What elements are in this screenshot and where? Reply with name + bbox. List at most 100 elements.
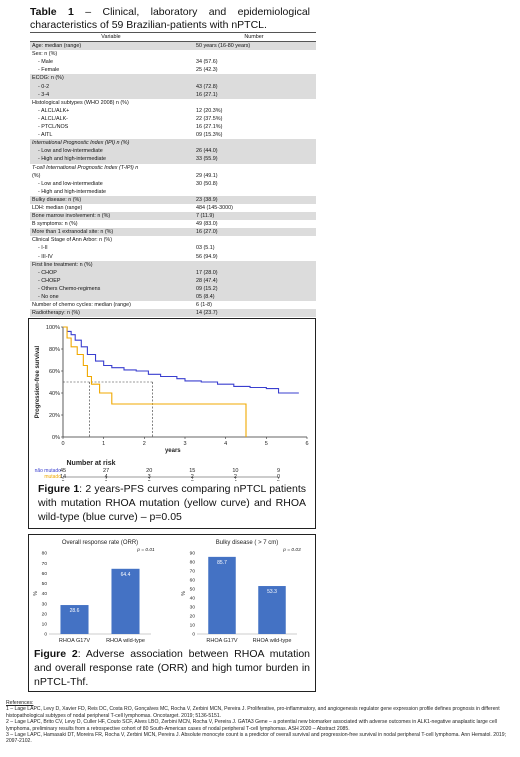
bar-chart-title: Bulky disease ( > 7 cm): [216, 540, 279, 546]
table-caption-label: Table 1: [30, 6, 74, 18]
references: References: 1 – Lage LAPC, Levy D, Xavie…: [6, 700, 514, 745]
figure1-caption: Figure 1: 2 years-PFS curves comparing n…: [38, 482, 306, 524]
variable-cell: ECOG: n (%): [30, 74, 192, 83]
variable-cell: T-cell International Prognostic Index (T…: [32, 164, 139, 171]
y-tick-label: 30: [190, 605, 196, 611]
x-tick-label: 1: [102, 441, 105, 447]
variable-cell: - 3-4: [30, 90, 192, 99]
at-risk-xlabel: years: [166, 480, 180, 481]
number-cell: 16 (27.1): [192, 90, 316, 99]
bar: [111, 568, 140, 634]
number-cell: 56 (94.9): [196, 253, 218, 260]
at-risk-tick-label: 5: [277, 480, 280, 481]
variable-cell: International Prognostic Index (IPI) n (…: [30, 139, 192, 148]
number-cell: 05 (8.4): [192, 293, 316, 302]
figure2-caption-text: : Adverse association between RHOA mutat…: [34, 648, 311, 688]
bar: [208, 556, 236, 634]
table-row: - No one 05 (8.4): [30, 293, 316, 302]
at-risk-value: 45: [60, 468, 66, 474]
km-survival-chart: 0%20%40%60%80%100%0 1 2 3 4 5 6yearsProgressio…: [35, 325, 309, 481]
table-row: - Male 34 (57.6): [30, 58, 316, 66]
bar-chart-bulky: Bulky disease ( > 7 cm)p = 0.03 0 10 20 30 40…: [181, 540, 301, 644]
bar-chart-title: Overall response rate (ORR): [62, 540, 138, 546]
references-heading: References:: [6, 700, 34, 706]
number-cell: 26 (44.0): [192, 147, 316, 156]
variable-cell: - Others Chemo-regimens: [30, 284, 192, 293]
number-cell: 49 (83.0): [196, 221, 218, 228]
bar-value-label: 28.6: [70, 608, 80, 614]
number-cell: 09 (15.3%): [196, 132, 223, 139]
number-cell: [192, 74, 316, 83]
table-row: LDH: median (range) 484 (145-3000): [30, 204, 316, 212]
variable-cell: - ALCL/ALK+: [38, 107, 70, 114]
y-tick-label: 0%: [52, 435, 60, 441]
x-tick-label: 0: [61, 441, 64, 447]
y-tick-label: 10: [42, 622, 48, 628]
table-row: Age: median (range) 50 years (16-80 years…: [30, 41, 316, 51]
table-row: - CHOP 17 (28.0): [30, 268, 316, 277]
x-category-label: RHOA G17V: [206, 638, 238, 644]
at-risk-value: 15: [189, 468, 195, 474]
variable-cell: - Low and low-intermediate: [30, 147, 192, 156]
table-row: Radiotherapy: n (%) 14 (23.7): [30, 309, 316, 318]
table-row: B symptoms: n (%) 49 (83.0): [30, 220, 316, 228]
y-tick-label: 70: [42, 561, 48, 567]
variable-cell: - I-II: [38, 245, 48, 252]
number-cell: 14 (23.7): [192, 309, 316, 318]
at-risk-row-label: não mutado: [35, 468, 62, 474]
number-cell: [192, 50, 316, 58]
y-axis-label: Progression-free survival: [35, 345, 41, 418]
figure1-caption-label: Figure 1: [38, 483, 80, 495]
at-risk-tick-label: 3: [191, 480, 194, 481]
bar: [60, 605, 89, 634]
y-tick-label: 60: [190, 578, 196, 584]
reference-1: 1 – Lage LAPC, Levy D, Xavier FD, Reis D…: [6, 706, 500, 719]
variable-cell: - PTCL/NOS: [38, 124, 69, 131]
table-row: - 3-4 16 (27.1): [30, 90, 316, 99]
reference-2: 2 – Lage LAPC, Brito CV, Levy D, Culler …: [6, 719, 497, 732]
variable-cell: - High and high-intermediate: [38, 188, 107, 195]
table-row: - 0-2 43 (72.8): [30, 82, 316, 91]
y-tick-label: 50: [42, 581, 48, 587]
table-row: T-cell International Prognostic Index (T…: [30, 164, 316, 172]
x-tick-label: 2: [143, 441, 146, 447]
table-row: - ALCL/ALK+ 12 (20.3%): [30, 107, 316, 115]
variable-cell: - 0-2: [30, 82, 192, 91]
variable-cell: LDH: median (range): [32, 204, 83, 211]
number-cell: [192, 188, 316, 196]
bar-charts: Overall response rate (ORR)p = 0.01 0 10 20…: [33, 540, 301, 644]
variable-cell: Bulky disease: n (%): [30, 195, 192, 204]
number-cell: 17 (28.0): [192, 268, 316, 277]
variable-cell: Age: median (range): [30, 41, 192, 51]
table-row: - III-IV 56 (94.9): [30, 253, 316, 261]
column-header-variable: Variable: [30, 31, 192, 43]
at-risk-value: 20: [146, 468, 152, 474]
figure2-caption: Figure 2: Adverse association between RH…: [34, 647, 310, 689]
at-risk-value: 9: [277, 468, 280, 474]
number-cell: 50 years (16-80 years): [192, 41, 316, 51]
y-tick-label: 80: [190, 560, 196, 566]
y-tick-label: 20%: [49, 413, 60, 419]
number-cell: 484 (145-3000): [196, 204, 233, 211]
number-cell: [192, 236, 316, 244]
table-row: Histological subtypes (WHO 2008) n (%): [30, 99, 316, 107]
y-tick-label: 10: [190, 623, 196, 629]
number-cell: 22 (37.5%): [196, 115, 223, 122]
variable-cell: - Low and low-intermediate: [38, 180, 103, 187]
table-header-row: Variable Number: [30, 31, 316, 43]
y-tick-label: 100%: [46, 325, 60, 331]
x-tick-label: 3: [183, 441, 186, 447]
x-category-label: RHOA wild-type: [253, 638, 292, 644]
variable-cell: B symptoms: n (%): [32, 221, 78, 228]
x-category-label: RHOA G17V: [59, 638, 91, 644]
figure2-box: Overall response rate (ORR) p = 0.01 0 10 20…: [28, 534, 316, 692]
number-cell: 33 (55.9): [192, 155, 316, 164]
bar-chart-orr: Overall response rate (ORR)p = 0.01 0 10 20…: [33, 540, 155, 644]
variable-cell: - Female: [38, 67, 60, 74]
y-axis-label: %: [181, 591, 187, 596]
variable-cell: Sex: n (%): [32, 51, 58, 58]
table-row: - High and high-intermediate: [30, 188, 316, 196]
y-tick-label: 70: [190, 569, 196, 575]
number-cell: [192, 99, 316, 107]
number-cell: [192, 139, 316, 148]
